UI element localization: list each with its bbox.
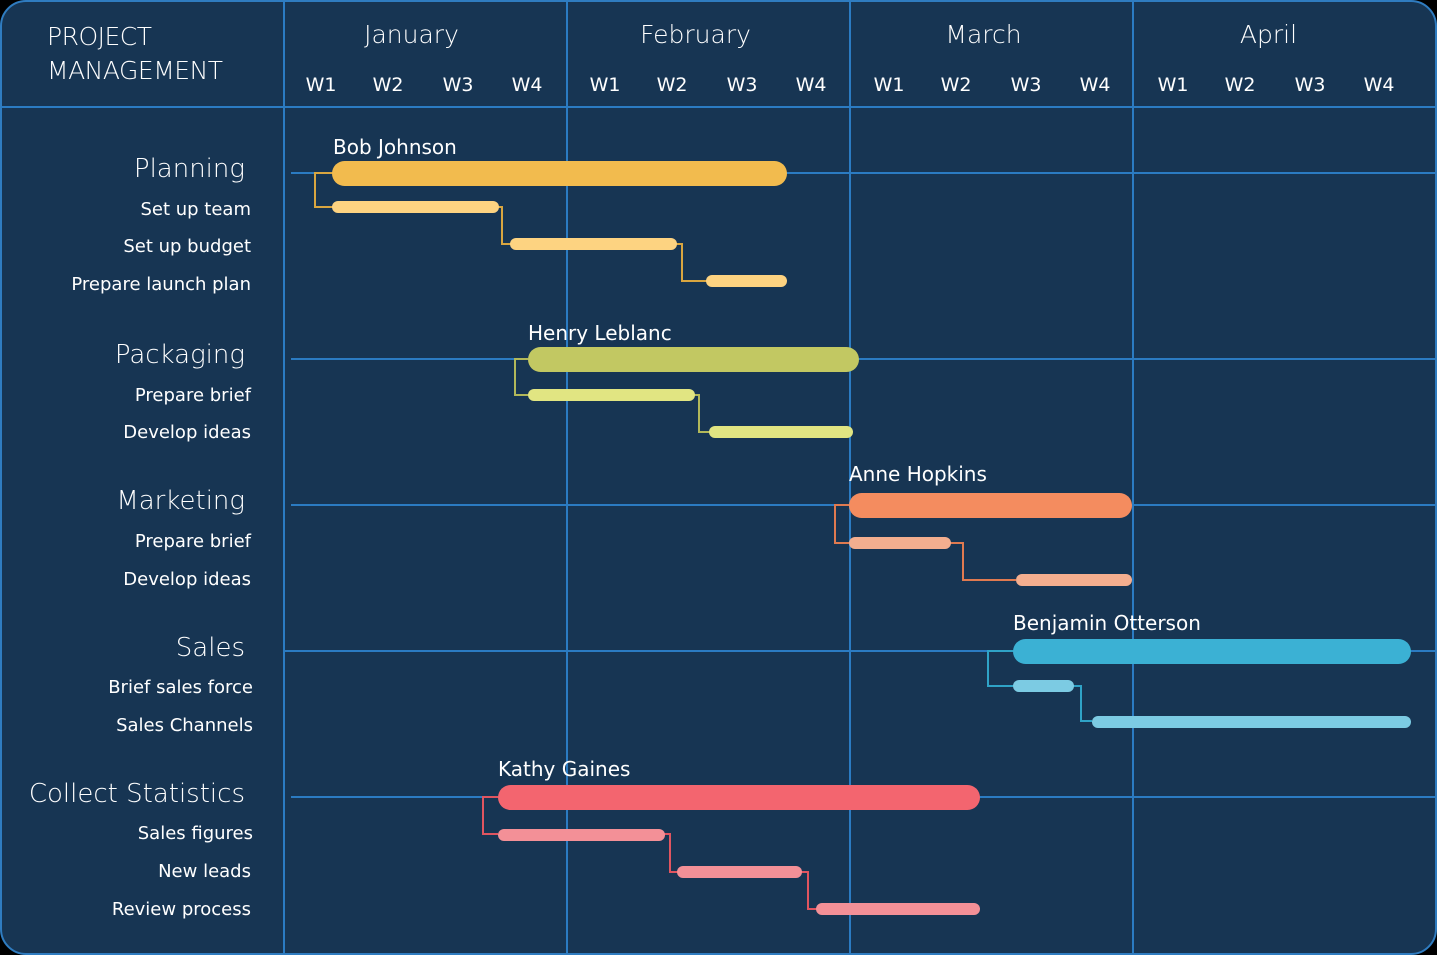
week-label: W2: [656, 74, 688, 96]
group-bar-collect-statistics[interactable]: [498, 785, 980, 810]
month-label: March: [945, 20, 1022, 49]
task-bar-develop-ideas[interactable]: [709, 426, 853, 438]
task-label: Prepare brief: [134, 531, 251, 552]
task-label: Review process: [111, 899, 251, 920]
row-line-planning: [291, 172, 1435, 174]
group-label-collect-statistics: Collect Statistics: [28, 779, 245, 809]
month-divider: [566, 2, 568, 953]
task-bar-sales-figures[interactable]: [498, 829, 665, 841]
group-label-sales: Sales: [175, 633, 245, 663]
month-label: January: [364, 20, 459, 49]
week-label: W4: [511, 74, 543, 96]
label-column-divider: [283, 2, 285, 953]
task-label: Sales Channels: [116, 715, 253, 736]
month-label: April: [1239, 20, 1298, 49]
task-label: Set up team: [140, 199, 251, 220]
task-label: Develop ideas: [123, 422, 251, 443]
group-bar-marketing[interactable]: [849, 493, 1132, 518]
week-label: W3: [1010, 74, 1042, 96]
month-label: February: [640, 20, 751, 49]
task-label: Prepare brief: [134, 385, 251, 406]
week-label: W3: [1294, 74, 1326, 96]
title-line-1: PROJECT: [47, 22, 152, 51]
task-label: Sales figures: [137, 823, 253, 844]
month-divider: [849, 2, 851, 953]
week-label: W3: [726, 74, 758, 96]
group-label-planning: Planning: [133, 154, 245, 184]
week-label: W4: [795, 74, 827, 96]
week-label: W1: [1157, 74, 1189, 96]
week-label: W3: [442, 74, 474, 96]
week-label: W2: [1224, 74, 1256, 96]
task-label: Develop ideas: [123, 569, 251, 590]
week-label: W2: [372, 74, 404, 96]
task-label: Brief sales force: [108, 677, 253, 698]
owner-label: Kathy Gaines: [498, 757, 631, 781]
group-label-marketing: Marketing: [116, 486, 245, 516]
task-bar-new-leads[interactable]: [677, 866, 802, 878]
task-bar-prepare-brief[interactable]: [849, 537, 951, 549]
task-label: Prepare launch plan: [71, 274, 251, 295]
week-label: W1: [873, 74, 905, 96]
row-line-packaging: [291, 358, 1435, 360]
owner-label: Anne Hopkins: [849, 462, 987, 486]
task-bar-prepare-brief[interactable]: [528, 389, 695, 401]
task-bar-sales-channels[interactable]: [1092, 716, 1411, 728]
task-bar-prepare-launch-plan[interactable]: [706, 275, 787, 287]
owner-label: Benjamin Otterson: [1013, 611, 1201, 635]
task-bar-develop-ideas[interactable]: [1016, 574, 1132, 586]
week-label: W2: [940, 74, 972, 96]
task-label: New leads: [158, 861, 251, 882]
task-bar-set-up-budget[interactable]: [510, 238, 677, 250]
group-bar-packaging[interactable]: [528, 347, 859, 372]
week-label: W4: [1363, 74, 1395, 96]
week-label: W1: [589, 74, 621, 96]
group-bar-planning[interactable]: [332, 161, 787, 186]
group-label-packaging: Packaging: [114, 340, 245, 370]
owner-label: Bob Johnson: [333, 135, 457, 159]
header-divider: [2, 106, 1435, 108]
title-line-2: MANAGEMENT: [47, 56, 223, 85]
task-label: Set up budget: [123, 236, 251, 257]
owner-label: Henry Leblanc: [528, 321, 672, 345]
task-bar-set-up-team[interactable]: [332, 201, 499, 213]
chart-title: PROJECT MANAGEMENT: [47, 20, 223, 88]
row-line-sales: [283, 650, 1435, 652]
month-divider: [1132, 2, 1134, 953]
week-label: W1: [305, 74, 337, 96]
week-label: W4: [1079, 74, 1111, 96]
task-bar-review-process[interactable]: [816, 903, 980, 915]
group-bar-sales[interactable]: [1013, 639, 1411, 664]
task-bar-brief-sales-force[interactable]: [1013, 680, 1074, 692]
